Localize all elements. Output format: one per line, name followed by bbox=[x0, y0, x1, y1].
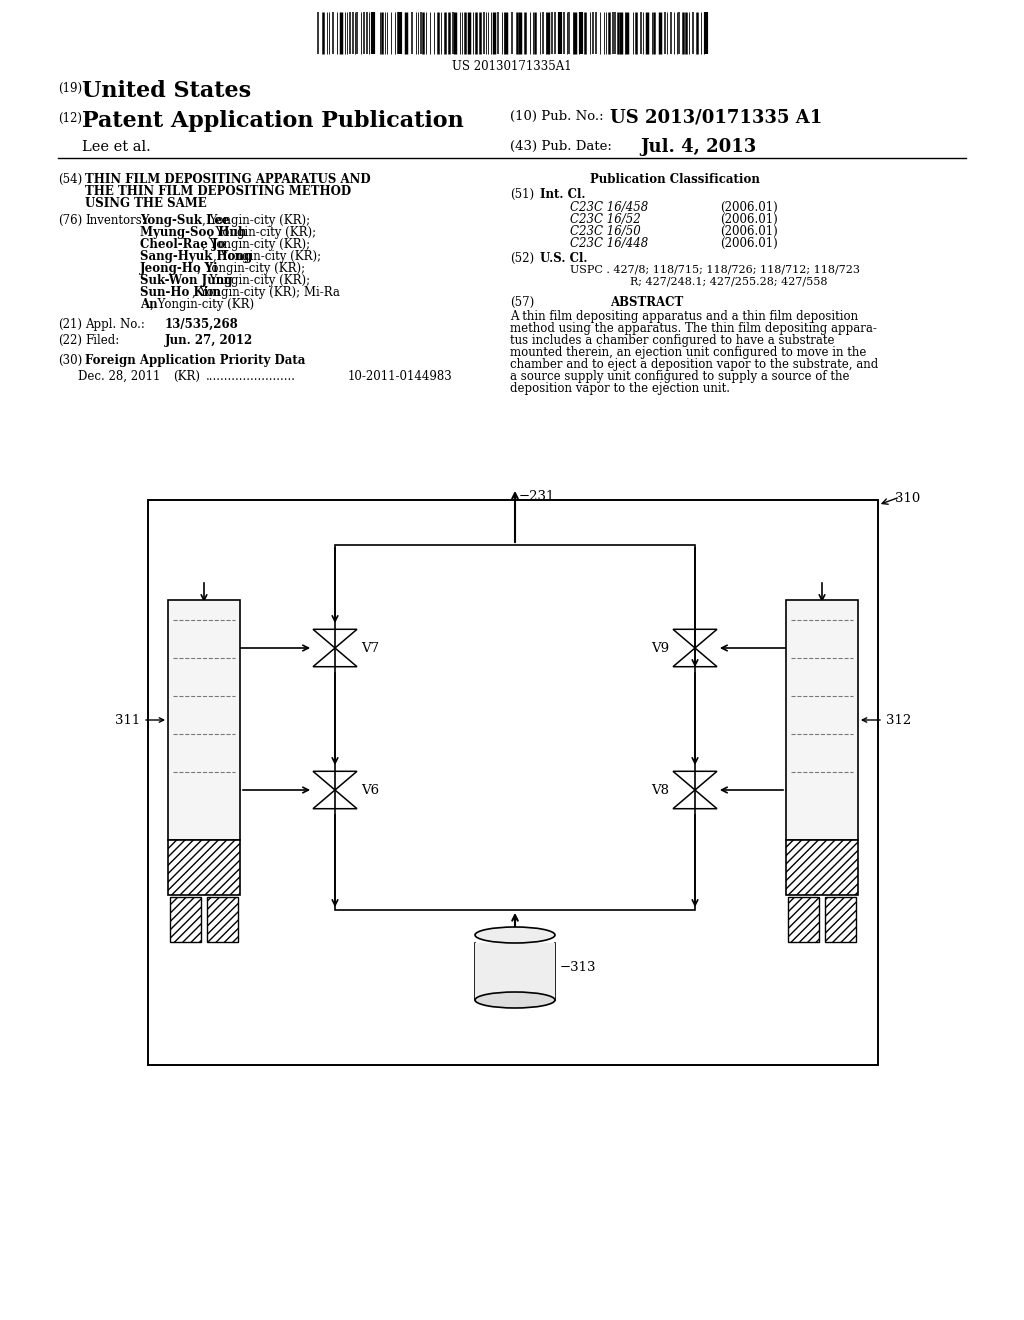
Text: , Yongin-city (KR): , Yongin-city (KR) bbox=[151, 298, 255, 312]
Text: United States: United States bbox=[82, 81, 251, 102]
Text: US 2013/0171335 A1: US 2013/0171335 A1 bbox=[610, 108, 822, 125]
Text: C23C 16/458: C23C 16/458 bbox=[570, 201, 648, 214]
Text: (52): (52) bbox=[510, 252, 535, 265]
Text: 310: 310 bbox=[895, 492, 921, 506]
Text: , Yongin-city (KR);: , Yongin-city (KR); bbox=[198, 261, 305, 275]
Text: (76): (76) bbox=[58, 214, 82, 227]
Text: Lee et al.: Lee et al. bbox=[82, 140, 151, 154]
Text: a source supply unit configured to supply a source of the: a source supply unit configured to suppl… bbox=[510, 370, 850, 383]
Text: (57): (57) bbox=[510, 296, 535, 309]
Text: 13/535,268: 13/535,268 bbox=[165, 318, 239, 331]
Text: US 20130171335A1: US 20130171335A1 bbox=[453, 59, 571, 73]
Text: Sun-Ho Kim: Sun-Ho Kim bbox=[140, 286, 221, 300]
Text: USPC . 427/8; 118/715; 118/726; 118/712; 118/723: USPC . 427/8; 118/715; 118/726; 118/712;… bbox=[570, 264, 860, 275]
Text: chamber and to eject a deposition vapor to the substrate, and: chamber and to eject a deposition vapor … bbox=[510, 358, 879, 371]
Text: THIN FILM DEPOSITING APPARATUS AND: THIN FILM DEPOSITING APPARATUS AND bbox=[85, 173, 371, 186]
Text: , Yongin-city (KR);: , Yongin-city (KR); bbox=[213, 249, 321, 263]
Text: Publication Classification: Publication Classification bbox=[590, 173, 760, 186]
Text: Foreign Application Priority Data: Foreign Application Priority Data bbox=[85, 354, 305, 367]
Text: (43) Pub. Date:: (43) Pub. Date: bbox=[510, 140, 612, 153]
Bar bbox=[335, 545, 695, 909]
Text: (2006.01): (2006.01) bbox=[720, 238, 778, 249]
Text: Appl. No.:: Appl. No.: bbox=[85, 318, 144, 331]
Text: R; 427/248.1; 427/255.28; 427/558: R; 427/248.1; 427/255.28; 427/558 bbox=[630, 276, 827, 286]
Text: 10-2011-0144983: 10-2011-0144983 bbox=[348, 370, 453, 383]
Text: V8: V8 bbox=[651, 784, 669, 796]
Bar bbox=[825, 898, 856, 942]
Bar bbox=[786, 840, 858, 895]
Text: C23C 16/448: C23C 16/448 bbox=[570, 238, 648, 249]
Text: tus includes a chamber configured to have a substrate: tus includes a chamber configured to hav… bbox=[510, 334, 835, 347]
Text: Yong-Suk Lee: Yong-Suk Lee bbox=[140, 214, 229, 227]
Text: C23C 16/52: C23C 16/52 bbox=[570, 213, 641, 226]
Text: (51): (51) bbox=[510, 187, 535, 201]
Bar bbox=[207, 898, 238, 942]
Bar bbox=[475, 942, 555, 1001]
Text: , Yongin-city (KR);: , Yongin-city (KR); bbox=[203, 238, 310, 251]
Text: (54): (54) bbox=[58, 173, 82, 186]
Text: USING THE SAME: USING THE SAME bbox=[85, 197, 207, 210]
Text: , Yongin-city (KR);: , Yongin-city (KR); bbox=[203, 275, 310, 286]
Text: deposition vapor to the ejection unit.: deposition vapor to the ejection unit. bbox=[510, 381, 730, 395]
Bar bbox=[148, 500, 878, 1065]
Text: Cheol-Rae Jo: Cheol-Rae Jo bbox=[140, 238, 225, 251]
Text: Jul. 4, 2013: Jul. 4, 2013 bbox=[640, 139, 757, 156]
Text: method using the apparatus. The thin film depositing appara-: method using the apparatus. The thin fil… bbox=[510, 322, 877, 335]
Ellipse shape bbox=[475, 927, 555, 942]
Ellipse shape bbox=[475, 993, 555, 1008]
Text: V9: V9 bbox=[651, 642, 669, 655]
Text: Inventors:: Inventors: bbox=[85, 214, 145, 227]
Text: , Yongin-city (KR);: , Yongin-city (KR); bbox=[203, 214, 310, 227]
Text: −231: −231 bbox=[519, 490, 555, 503]
Text: 311: 311 bbox=[115, 714, 140, 726]
Text: Myung-Soo Huh: Myung-Soo Huh bbox=[140, 226, 247, 239]
Text: Patent Application Publication: Patent Application Publication bbox=[82, 110, 464, 132]
Text: V6: V6 bbox=[361, 784, 379, 796]
Bar bbox=[168, 840, 240, 895]
Text: Jun. 27, 2012: Jun. 27, 2012 bbox=[165, 334, 253, 347]
Text: (KR): (KR) bbox=[173, 370, 200, 383]
Text: (30): (30) bbox=[58, 354, 82, 367]
Text: An: An bbox=[140, 298, 158, 312]
Text: , Yongin-city (KR); Mi-Ra: , Yongin-city (KR); Mi-Ra bbox=[193, 286, 340, 300]
Text: (2006.01): (2006.01) bbox=[720, 224, 778, 238]
Text: (22): (22) bbox=[58, 334, 82, 347]
Text: Jeong-Ho Yi: Jeong-Ho Yi bbox=[140, 261, 219, 275]
Text: (2006.01): (2006.01) bbox=[720, 201, 778, 214]
Text: Int. Cl.: Int. Cl. bbox=[540, 187, 586, 201]
Text: (19): (19) bbox=[58, 82, 82, 95]
Text: V7: V7 bbox=[361, 642, 379, 655]
Text: Suk-Won Jung: Suk-Won Jung bbox=[140, 275, 232, 286]
Text: Sang-Hyuk Hong: Sang-Hyuk Hong bbox=[140, 249, 252, 263]
Text: , Yongin-city (KR);: , Yongin-city (KR); bbox=[208, 226, 315, 239]
Text: Filed:: Filed: bbox=[85, 334, 119, 347]
Text: 312: 312 bbox=[886, 714, 911, 726]
Text: U.S. Cl.: U.S. Cl. bbox=[540, 252, 588, 265]
Bar bbox=[786, 601, 858, 840]
Text: Dec. 28, 2011: Dec. 28, 2011 bbox=[78, 370, 161, 383]
Text: −313: −313 bbox=[560, 961, 597, 974]
Text: (10) Pub. No.:: (10) Pub. No.: bbox=[510, 110, 603, 123]
Bar bbox=[170, 898, 201, 942]
Text: A thin film depositing apparatus and a thin film deposition: A thin film depositing apparatus and a t… bbox=[510, 310, 858, 323]
Bar bbox=[788, 898, 819, 942]
Bar bbox=[168, 601, 240, 840]
Text: (12): (12) bbox=[58, 112, 82, 125]
Text: ........................: ........................ bbox=[206, 370, 296, 383]
Text: (2006.01): (2006.01) bbox=[720, 213, 778, 226]
Text: mounted therein, an ejection unit configured to move in the: mounted therein, an ejection unit config… bbox=[510, 346, 866, 359]
Text: THE THIN FILM DEPOSITING METHOD: THE THIN FILM DEPOSITING METHOD bbox=[85, 185, 351, 198]
Text: C23C 16/50: C23C 16/50 bbox=[570, 224, 641, 238]
Text: (21): (21) bbox=[58, 318, 82, 331]
Text: ABSTRACT: ABSTRACT bbox=[610, 296, 683, 309]
